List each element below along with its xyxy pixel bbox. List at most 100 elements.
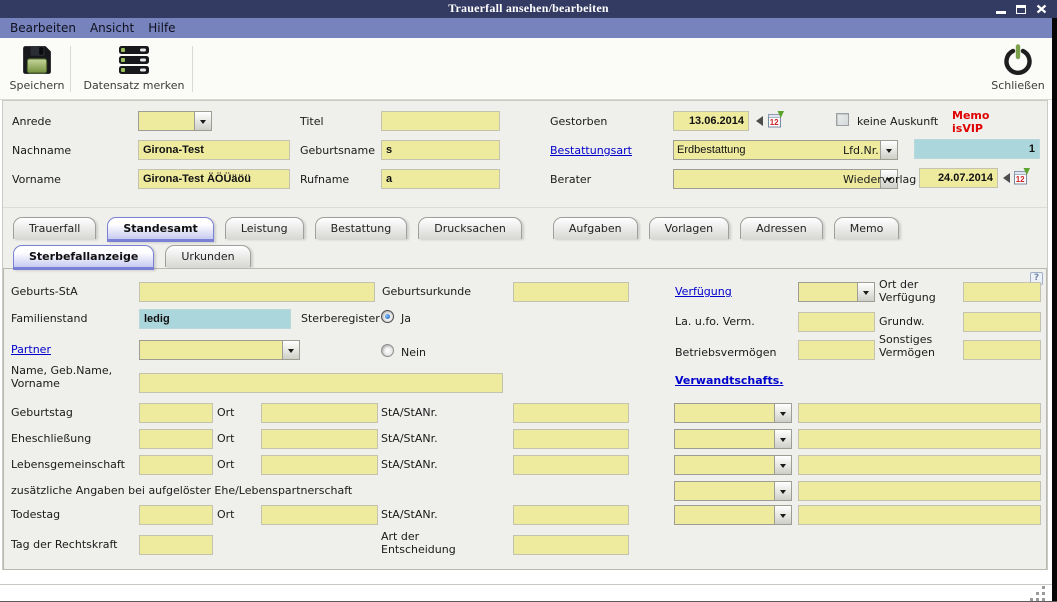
tab-aufgaben[interactable]: Aufgaben <box>552 217 638 239</box>
verfuegung-dropdown[interactable] <box>798 282 875 302</box>
sonstiges-vermoegen-field[interactable] <box>963 340 1041 360</box>
row1-dropdown[interactable] <box>674 403 792 423</box>
isvip-flag: isVIP <box>952 122 983 135</box>
lebensgemeinschaft-sta-field[interactable] <box>513 455 629 475</box>
tab-vorlagen[interactable]: Vorlagen <box>648 217 730 239</box>
todestag-datum-field[interactable] <box>139 505 213 525</box>
chevron-down-icon[interactable] <box>857 283 874 301</box>
minimize-icon[interactable] <box>996 10 1006 14</box>
geburts-sta-field[interactable] <box>139 282 375 302</box>
todestag-ort-field[interactable] <box>261 505 378 525</box>
geburtstag-sta-field[interactable] <box>513 403 629 423</box>
geburtsname-field[interactable]: s <box>381 140 500 160</box>
eheschliessung-sta-field[interactable] <box>513 429 629 449</box>
partner-link[interactable]: Partner <box>11 343 51 356</box>
tab-trauerfall[interactable]: Trauerfall <box>13 217 97 239</box>
titel-field[interactable] <box>381 111 500 131</box>
tab-adressen[interactable]: Adressen <box>740 217 823 239</box>
todestag-sta-field[interactable] <box>513 505 629 525</box>
title-bar: Trauerfall ansehen/bearbeiten <box>0 0 1057 18</box>
tab-leistung[interactable]: Leistung <box>224 217 304 239</box>
close-icon[interactable] <box>1036 4 1047 14</box>
save-button[interactable]: Speichern <box>6 44 68 92</box>
lebensgemeinschaft-ort-field[interactable] <box>261 455 378 475</box>
familienstand-field: ledig <box>139 309 291 329</box>
close-app-button[interactable]: Schließen <box>988 44 1048 92</box>
menu-item-hilfe[interactable]: Hilfe <box>148 21 176 35</box>
tab-label: Adressen <box>756 222 807 235</box>
left-arrow-icon[interactable] <box>756 116 763 126</box>
partner-dropdown[interactable] <box>139 340 300 360</box>
verwandtschafts-link[interactable]: Verwandtschafts. <box>675 374 784 387</box>
menu-item-ansicht[interactable]: Ansicht <box>89 21 135 35</box>
row4-dropdown[interactable] <box>674 481 792 501</box>
bestattungsart-link[interactable]: Bestattungsart <box>550 144 632 157</box>
keine-auskunft-checkbox[interactable] <box>836 113 849 126</box>
chevron-down-icon[interactable] <box>880 170 897 188</box>
row3-dropdown[interactable] <box>674 455 792 475</box>
tab-urkunden[interactable]: Urkunden <box>165 245 251 267</box>
row5-text-field[interactable] <box>798 505 1041 525</box>
tab-sterbefallanzeige[interactable]: Sterbefallanzeige <box>13 245 155 270</box>
lfdnr-field: 1 <box>914 139 1040 159</box>
chevron-down-icon[interactable] <box>774 430 791 448</box>
sterbefallanzeige-panel: ? Geburts-StA Geburtsurkunde Verfügung O… <box>3 268 1047 570</box>
chevron-down-icon[interactable] <box>774 456 791 474</box>
art-der-entscheidung-field[interactable] <box>513 535 629 555</box>
divider <box>3 207 1047 208</box>
row1-text-field[interactable] <box>798 403 1041 423</box>
la-ufo-verm-field[interactable] <box>798 312 875 332</box>
chevron-down-icon[interactable] <box>282 341 299 359</box>
chevron-down-icon[interactable] <box>194 112 211 130</box>
geburtsurkunde-field[interactable] <box>513 282 629 302</box>
name-geb-name-vorname-field[interactable] <box>139 373 503 393</box>
menu-item-bearbeiten[interactable]: Bearbeiten <box>10 21 76 35</box>
tab-drucksachen[interactable]: Drucksachen <box>418 217 522 239</box>
desktop-edge <box>1052 18 1057 601</box>
row2-text-field[interactable] <box>798 429 1041 449</box>
betriebsvermoegen-field[interactable] <box>798 340 875 360</box>
sterberegister-nein-label: Nein <box>401 346 427 359</box>
chevron-down-icon[interactable] <box>880 141 897 159</box>
geburtstag-datum-field[interactable] <box>139 403 213 423</box>
geburtstag-ort-field[interactable] <box>261 403 378 423</box>
eheschliessung-datum-field[interactable] <box>139 429 213 449</box>
verfuegung-value <box>799 283 857 301</box>
anrede-dropdown[interactable] <box>138 111 212 131</box>
row3-text-field[interactable] <box>798 455 1041 475</box>
floppy-disk-icon <box>23 46 51 74</box>
chevron-down-icon[interactable] <box>774 482 791 500</box>
tab-bestattung[interactable]: Bestattung <box>314 217 408 239</box>
verfuegung-link[interactable]: Verfügung <box>675 285 732 298</box>
tag-der-rechtskraft-label: Tag der Rechtskraft <box>11 538 118 551</box>
vorname-field[interactable]: Girona-Test ÄÖÜäöü <box>138 169 290 189</box>
row4-text-field[interactable] <box>798 481 1041 501</box>
sterberegister-ja-radio[interactable] <box>381 310 394 323</box>
calendar-icon[interactable]: 12 <box>1014 168 1030 185</box>
rufname-field[interactable]: a <box>381 169 500 189</box>
row2-dropdown[interactable] <box>674 429 792 449</box>
left-arrow-icon[interactable] <box>1003 173 1010 183</box>
bestattungsart-dropdown[interactable]: Erdbestattung <box>673 140 898 160</box>
berater-dropdown[interactable] <box>673 169 898 189</box>
chevron-down-icon[interactable] <box>774 506 791 524</box>
gestorben-field[interactable]: 13.06.2014 <box>673 111 749 131</box>
wiedervorlage-field[interactable]: 24.07.2014 <box>919 168 998 188</box>
lebensgemeinschaft-datum-field[interactable] <box>139 455 213 475</box>
nachname-field[interactable]: Girona-Test <box>138 140 290 160</box>
grundw-field[interactable] <box>963 312 1041 332</box>
tag-der-rechtskraft-field[interactable] <box>139 535 213 555</box>
lfdnr-label: Lfd.Nr. <box>843 144 879 157</box>
maximize-icon[interactable] <box>1016 4 1026 14</box>
sterberegister-nein-radio[interactable] <box>381 344 394 357</box>
tab-standesamt[interactable]: Standesamt <box>107 217 214 242</box>
tab-memo[interactable]: Memo <box>833 217 900 239</box>
ort-der-verfuegung-field[interactable] <box>963 282 1041 302</box>
row5-dropdown[interactable] <box>674 505 792 525</box>
chevron-down-icon[interactable] <box>774 404 791 422</box>
calendar-icon[interactable]: 12 <box>768 111 784 128</box>
mark-record-button[interactable]: Datensatz merken <box>80 44 188 92</box>
eheschliessung-ort-field[interactable] <box>261 429 378 449</box>
resize-grip-icon[interactable] <box>1029 585 1049 601</box>
